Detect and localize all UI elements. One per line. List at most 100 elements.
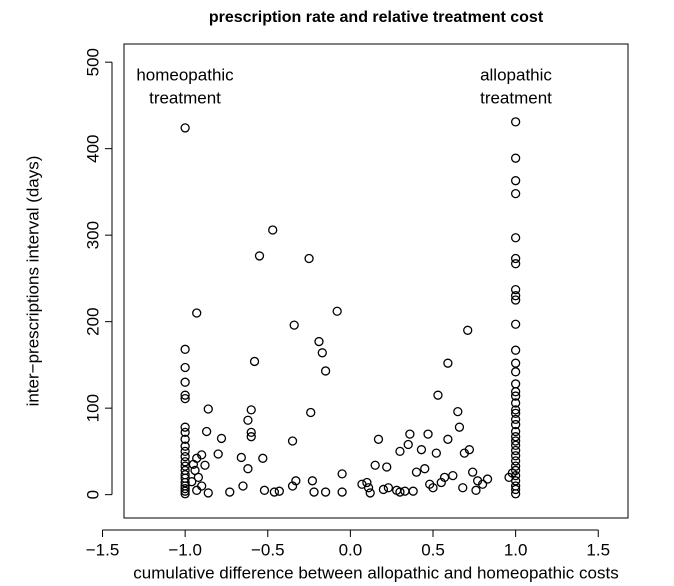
point [193, 472, 204, 482]
point [291, 476, 301, 486]
point [395, 487, 405, 497]
point [395, 446, 405, 457]
point [468, 467, 478, 477]
point [463, 325, 473, 335]
point [510, 391, 521, 401]
point [464, 445, 475, 455]
annotation: allopathic [480, 65, 552, 84]
point [188, 459, 199, 470]
y-tick-label: 0 [83, 490, 102, 499]
point [197, 481, 207, 491]
x-axis-label: cumulative difference between allopathic… [133, 563, 618, 582]
annotation: treatment [480, 88, 552, 107]
y-tick-label: 400 [83, 134, 102, 162]
point [307, 476, 318, 486]
point [510, 408, 521, 418]
point [383, 483, 394, 493]
point [510, 233, 521, 243]
point [510, 419, 521, 430]
point [203, 488, 213, 498]
point [458, 483, 468, 493]
point [365, 488, 375, 498]
point [259, 485, 270, 495]
point [510, 379, 521, 389]
point [428, 483, 438, 493]
point [454, 422, 465, 432]
point [337, 487, 347, 497]
point [337, 469, 347, 479]
point [306, 407, 316, 418]
point [213, 449, 223, 459]
point [431, 448, 441, 458]
annotation: homeopathic [136, 65, 234, 84]
point [180, 377, 190, 387]
point [510, 319, 521, 329]
point [510, 456, 521, 466]
y-tick-label: 500 [83, 48, 102, 76]
point [180, 434, 190, 444]
x-tick-label: 1.0 [504, 540, 528, 559]
point [246, 427, 256, 438]
point [405, 429, 415, 439]
point [510, 414, 521, 425]
point [510, 358, 521, 368]
point [287, 436, 298, 446]
point [180, 422, 190, 432]
point [510, 295, 521, 305]
point [309, 487, 319, 497]
point [180, 393, 190, 404]
point [416, 445, 427, 455]
point [382, 462, 392, 472]
point [180, 486, 190, 496]
point [192, 308, 202, 318]
point [192, 485, 202, 495]
point [510, 426, 521, 437]
point [400, 486, 410, 496]
point [216, 433, 227, 444]
point [510, 284, 521, 295]
x-tick-label: 0.5 [421, 540, 445, 559]
point [482, 474, 493, 484]
point [180, 483, 190, 494]
x-tick-label: −0.5 [251, 540, 285, 559]
point [180, 344, 190, 354]
point [225, 487, 235, 497]
point [507, 468, 517, 478]
point [408, 486, 418, 496]
point [243, 415, 253, 425]
point [268, 225, 278, 235]
point [378, 484, 389, 495]
point [510, 367, 521, 377]
point [180, 390, 190, 400]
x-tick-label: 0.0 [339, 540, 363, 559]
point [236, 452, 246, 463]
point [243, 464, 253, 474]
point [403, 439, 413, 450]
point [510, 451, 521, 461]
point [203, 404, 213, 414]
point [187, 477, 197, 487]
y-tick-label: 100 [83, 394, 102, 422]
point [180, 489, 190, 499]
point [370, 460, 380, 470]
point [332, 306, 342, 316]
point [510, 117, 521, 127]
point [448, 470, 458, 481]
point [477, 479, 488, 489]
point [180, 427, 190, 438]
point [453, 406, 463, 417]
point [510, 440, 521, 450]
point [180, 451, 190, 462]
point [269, 487, 280, 497]
point [510, 188, 521, 199]
point [289, 320, 299, 330]
y-axis-label: inter−prescriptions interval (days) [23, 156, 42, 407]
point [411, 467, 422, 477]
point [510, 489, 521, 499]
point [314, 336, 324, 347]
point [317, 348, 327, 358]
point [246, 432, 256, 442]
point [443, 358, 453, 368]
point [510, 291, 521, 301]
point [510, 445, 521, 456]
